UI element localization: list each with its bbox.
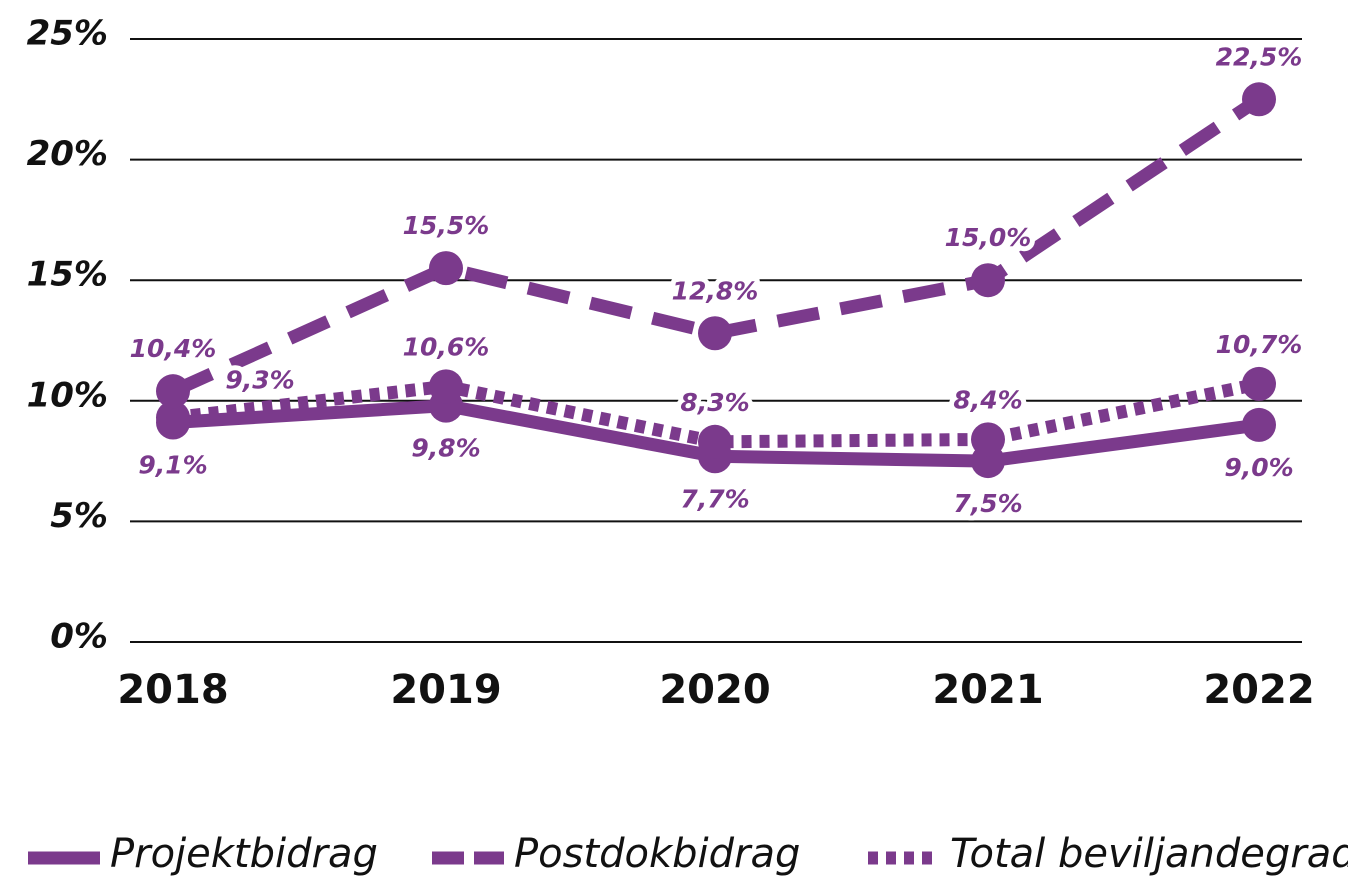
value-label: 15,5% bbox=[403, 211, 490, 240]
legend-label: Projektbidrag bbox=[110, 831, 378, 877]
data-point bbox=[698, 424, 732, 459]
x-tick-label: 2018 bbox=[117, 667, 228, 713]
y-tick-label: 0% bbox=[50, 617, 108, 657]
value-label: 12,8% bbox=[672, 276, 759, 305]
data-point bbox=[156, 400, 190, 435]
value-label: 7,7% bbox=[680, 484, 749, 513]
value-label: 22,5% bbox=[1216, 42, 1303, 71]
data-point bbox=[429, 251, 463, 286]
data-point bbox=[971, 263, 1005, 298]
value-label: 7,5% bbox=[953, 489, 1022, 518]
data-point bbox=[698, 316, 732, 351]
x-tick-label: 2020 bbox=[659, 667, 770, 713]
data-point bbox=[971, 422, 1005, 457]
data-point bbox=[429, 369, 463, 404]
y-tick-label: 5% bbox=[50, 496, 108, 536]
data-point bbox=[1242, 366, 1276, 401]
data-point bbox=[1242, 82, 1276, 117]
value-label: 9,3% bbox=[225, 366, 294, 395]
value-label: 8,4% bbox=[953, 385, 1022, 414]
y-tick-label: 10% bbox=[27, 375, 108, 415]
value-label: 9,1% bbox=[138, 451, 207, 480]
x-tick-label: 2022 bbox=[1203, 667, 1314, 713]
data-point bbox=[1242, 407, 1276, 442]
value-label: 9,8% bbox=[411, 434, 480, 463]
legend-label: Postdokbidrag bbox=[514, 831, 800, 877]
value-label: 10,6% bbox=[403, 332, 490, 361]
value-label: 10,4% bbox=[130, 334, 217, 363]
y-tick-label: 15% bbox=[27, 255, 108, 295]
y-tick-label: 25% bbox=[27, 14, 108, 54]
value-label: 10,7% bbox=[1216, 330, 1303, 359]
x-tick-label: 2021 bbox=[932, 667, 1043, 713]
value-label: 8,3% bbox=[680, 388, 749, 417]
value-label: 9,0% bbox=[1224, 453, 1293, 482]
y-tick-label: 20% bbox=[27, 134, 108, 174]
value-label: 15,0% bbox=[945, 223, 1032, 252]
legend-label: Total beviljandegrad bbox=[950, 831, 1348, 877]
x-tick-label: 2019 bbox=[390, 667, 501, 713]
data-point bbox=[156, 374, 190, 409]
